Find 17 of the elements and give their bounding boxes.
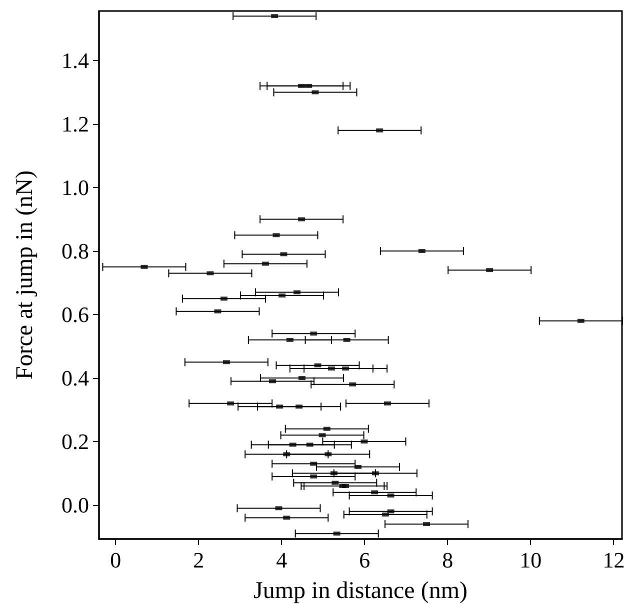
y-tick-label: 0.6 [62,302,89,328]
x-tick-label: 4 [276,548,288,572]
x-tick-label: 0 [110,548,122,572]
y-tick-label: 1.2 [62,112,89,137]
y-axis-title: Force at jump in (nN) [12,170,38,380]
x-tick-label: 2 [193,548,204,572]
y-tick-label: 0.8 [62,238,89,264]
y-tick-label: 0.0 [62,492,89,518]
y-tick-label: 1.4 [62,48,89,74]
x-tick-label: 8 [442,548,454,572]
y-tick-label: 1.0 [62,175,89,200]
y-tick-label: 0.2 [62,429,89,454]
x-tick-label: 10 [520,548,542,572]
x-tick-label: 6 [359,548,370,572]
x-tick-label: 12 [602,548,625,572]
x-axis-title: Jump in distance (nm) [254,578,468,604]
y-tick-label: 0.4 [62,366,89,391]
